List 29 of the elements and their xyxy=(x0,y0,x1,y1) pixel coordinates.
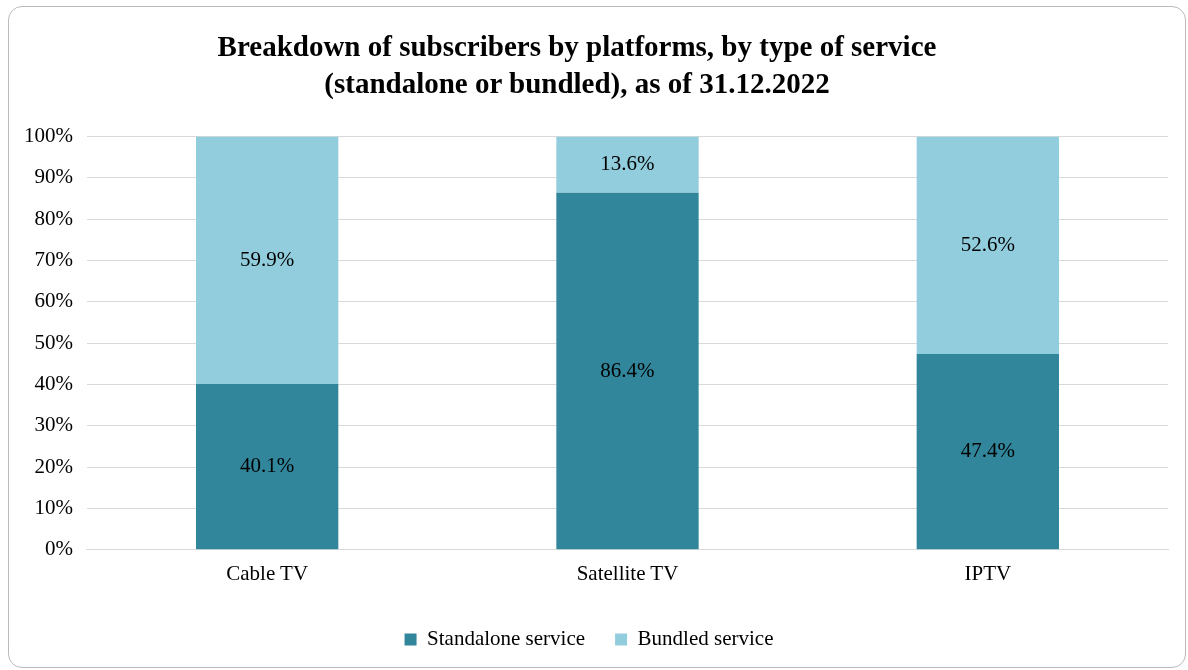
bar xyxy=(916,136,1059,354)
y-tick-label: 0% xyxy=(44,536,73,561)
x-tick-label: Satellite TV xyxy=(576,560,679,585)
data-label: 86.4% xyxy=(600,357,655,382)
bar xyxy=(196,384,339,550)
y-tick-label: 80% xyxy=(34,205,73,230)
bar xyxy=(196,136,339,385)
y-tick-label: 40% xyxy=(34,371,73,396)
legend-label: Bundled service xyxy=(637,626,774,651)
y-tick-label: 10% xyxy=(34,495,73,519)
bar xyxy=(556,136,699,193)
x-tick-label: IPTV xyxy=(964,560,1012,585)
x-tick-label: Cable TV xyxy=(226,560,309,585)
data-label: 40.1% xyxy=(240,453,295,478)
y-tick-label: 20% xyxy=(34,453,73,478)
legend-label: Standalone service xyxy=(427,626,586,651)
y-tick-label: 50% xyxy=(34,329,73,354)
data-label: 47.4% xyxy=(960,438,1015,463)
y-tick-label: 60% xyxy=(34,288,73,313)
data-label: 13.6% xyxy=(600,151,655,176)
y-tick-label: 30% xyxy=(34,412,73,437)
data-label: 59.9% xyxy=(240,246,295,271)
data-label: 52.6% xyxy=(960,231,1015,256)
bar xyxy=(916,353,1059,550)
bar xyxy=(556,192,699,550)
y-tick-label: 70% xyxy=(34,247,73,272)
y-tick-label: 100% xyxy=(23,123,73,148)
chart-title: Breakdown of subscribers by platforms, by type of service (standalone or bundled), as of 31.12.2022 xyxy=(216,29,938,101)
y-tick-label: 90% xyxy=(34,164,73,189)
